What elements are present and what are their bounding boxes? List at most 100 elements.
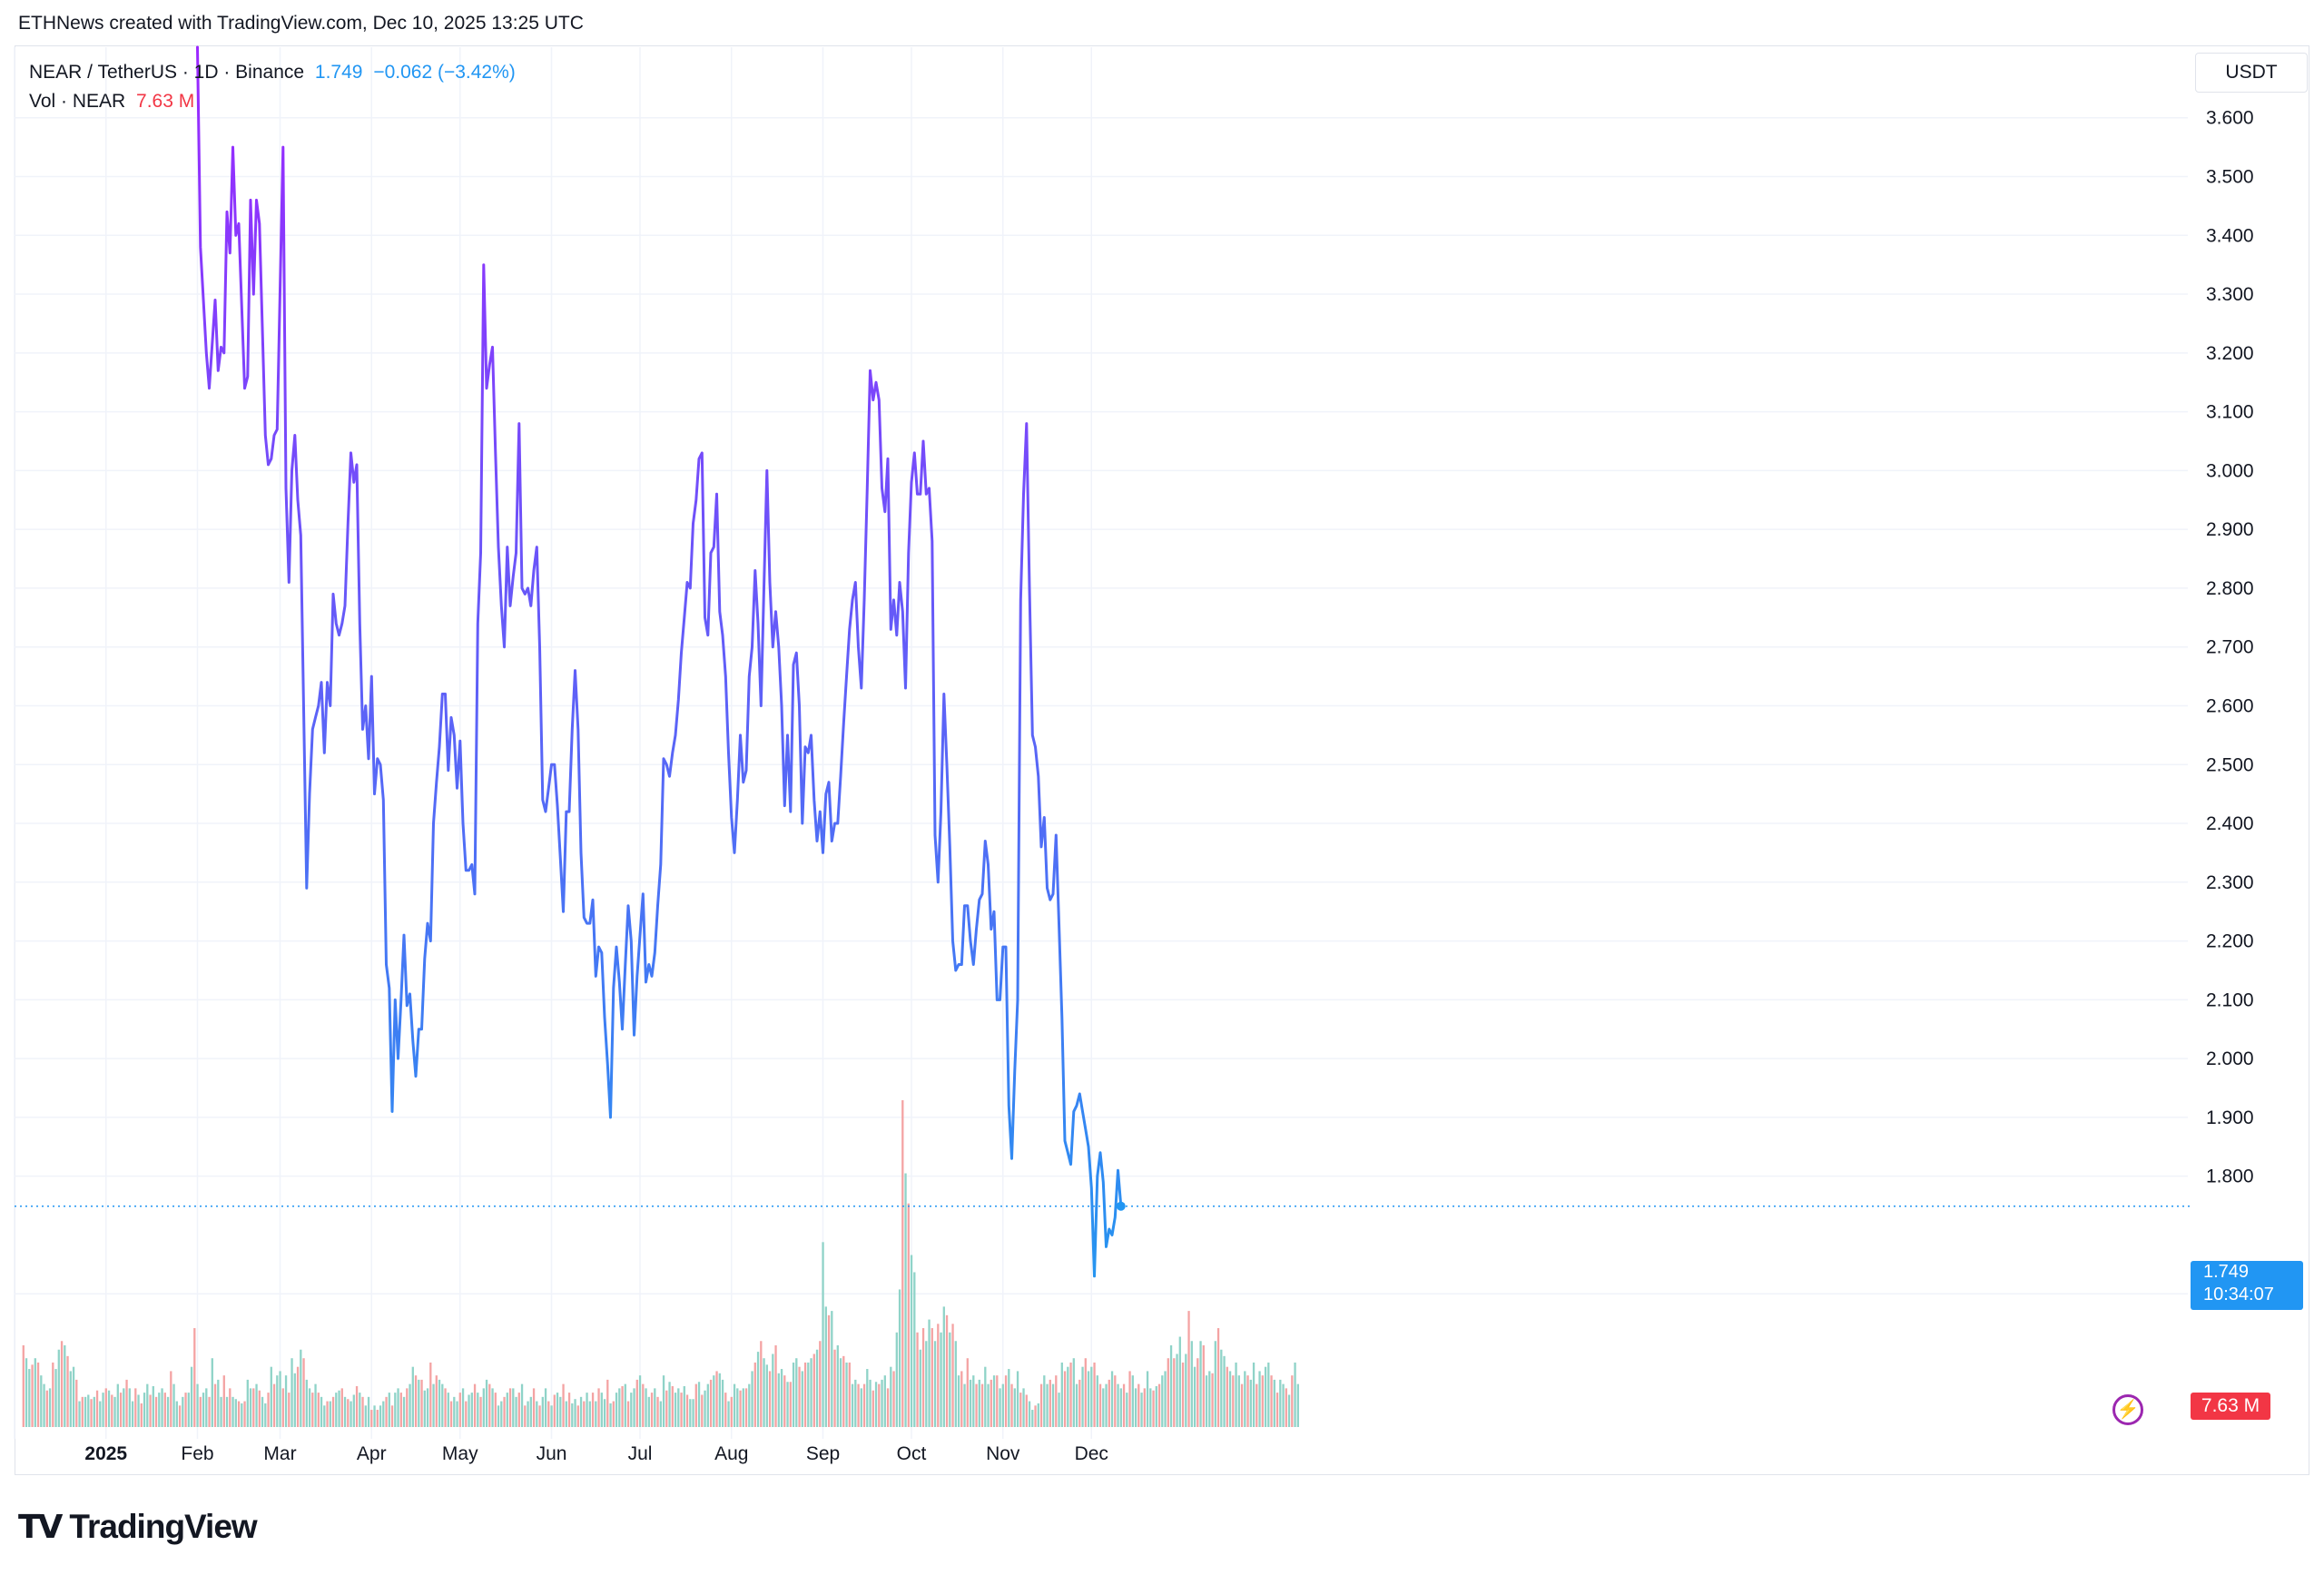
volume-bar	[305, 1379, 308, 1427]
volume-bar	[376, 1410, 379, 1427]
price-tick-label: 3.400	[2206, 225, 2254, 246]
volume-bar	[583, 1401, 586, 1427]
volume-bar	[1146, 1371, 1149, 1427]
volume-bar	[231, 1396, 234, 1427]
volume-bar	[925, 1341, 928, 1427]
price-tick-label: 3.000	[2206, 460, 2254, 481]
tradingview-wordmark: TradingView	[69, 1508, 257, 1545]
volume-bar	[730, 1396, 733, 1427]
volume-bar	[553, 1394, 556, 1427]
price-tick-label: 2.900	[2206, 519, 2254, 540]
time-tick-label: Nov	[986, 1443, 1020, 1464]
volume-bar	[453, 1396, 456, 1427]
volume-bar	[36, 1362, 40, 1427]
volume-bar	[102, 1393, 104, 1427]
volume-bar	[1178, 1336, 1181, 1427]
volume-bar	[792, 1362, 795, 1427]
volume-bar	[842, 1355, 845, 1427]
volume-bar	[426, 1388, 429, 1427]
volume-bar	[128, 1388, 131, 1427]
volume-bar	[1214, 1341, 1216, 1427]
volume-bar	[409, 1383, 411, 1427]
volume-bar	[152, 1386, 154, 1427]
volume-bar	[650, 1393, 654, 1427]
volume-bar	[1190, 1341, 1193, 1427]
volume-bar	[166, 1396, 170, 1427]
volume-bar	[878, 1383, 881, 1427]
volume-bar	[1261, 1375, 1264, 1427]
volume-bar	[541, 1396, 544, 1427]
volume-bar	[606, 1379, 609, 1427]
volume-bar	[1001, 1383, 1004, 1427]
volume-bar	[123, 1388, 125, 1427]
volume-bar	[819, 1341, 822, 1427]
volume-bar	[95, 1390, 99, 1427]
volume-bar	[1119, 1388, 1122, 1427]
price-tick-label: 2.800	[2206, 578, 2254, 599]
volume-bar	[320, 1396, 323, 1427]
volume-bar	[845, 1362, 848, 1427]
legend-volume-row: Vol · NEAR 7.63 M	[29, 91, 200, 113]
volume-bar	[1114, 1375, 1117, 1427]
volume-bar	[267, 1393, 270, 1427]
volume-bar	[1128, 1371, 1131, 1427]
volume-bar	[536, 1401, 538, 1427]
volume-bar	[1063, 1371, 1067, 1427]
volume-bar	[143, 1393, 146, 1427]
volume-bar	[1264, 1366, 1267, 1427]
volume-bar	[744, 1388, 748, 1427]
volume-bar	[969, 1379, 972, 1427]
volume-bar	[465, 1401, 468, 1427]
volume-bar	[949, 1332, 951, 1427]
volume-bar	[432, 1383, 435, 1427]
volume-bar	[359, 1393, 361, 1427]
volume-bar	[674, 1393, 677, 1427]
volume-bar	[190, 1366, 193, 1427]
volume-bar	[544, 1388, 547, 1427]
volume-bar	[966, 1358, 969, 1427]
lightning-icon[interactable]: ⚡	[2112, 1394, 2143, 1425]
volume-bar	[205, 1388, 208, 1427]
volume-bar	[57, 1349, 60, 1427]
volume-bar	[756, 1352, 760, 1427]
volume-bar	[350, 1401, 352, 1427]
volume-bar	[500, 1401, 503, 1427]
time-tick-label: Aug	[714, 1443, 748, 1464]
volume-bar	[860, 1388, 862, 1427]
volume-bar	[621, 1386, 624, 1427]
volume-bar	[1069, 1362, 1072, 1427]
volume-bar	[626, 1401, 630, 1427]
volume-bar	[1022, 1388, 1025, 1427]
volume-bar	[881, 1379, 883, 1427]
volume-bar	[397, 1388, 399, 1427]
volume-bar	[1039, 1383, 1043, 1427]
volume-bar	[175, 1401, 178, 1427]
volume-bar	[1296, 1383, 1299, 1427]
volume-bar	[892, 1371, 895, 1427]
volume-bar	[724, 1393, 727, 1427]
volume-bar	[338, 1390, 340, 1427]
volume-bar	[1060, 1362, 1063, 1427]
volume-bar	[715, 1371, 718, 1427]
volume-bar	[591, 1393, 595, 1427]
volume-bar	[140, 1403, 143, 1427]
tradingview-logo[interactable]: TV TradingView	[18, 1507, 258, 1547]
volume-bar	[479, 1396, 482, 1427]
volume-bar	[158, 1393, 161, 1427]
legend-symbol-row: NEAR / TetherUS · 1D · Binance 1.749 −0.…	[29, 62, 521, 84]
volume-bar	[866, 1369, 869, 1427]
volume-bar	[258, 1390, 261, 1427]
volume-bar	[331, 1396, 335, 1427]
volume-bar	[255, 1383, 258, 1427]
volume-bar	[786, 1382, 789, 1427]
currency-unit-button[interactable]: USDT	[2195, 53, 2308, 93]
volume-bar	[556, 1393, 559, 1427]
volume-bar	[1244, 1371, 1246, 1427]
volume-bar	[763, 1358, 765, 1427]
volume-bar	[1025, 1394, 1028, 1427]
volume-bar	[550, 1405, 553, 1427]
volume-tag: 7.63 M	[2191, 1393, 2270, 1420]
volume-bar	[642, 1383, 645, 1427]
legend-volume-label: Vol · NEAR	[29, 91, 126, 112]
